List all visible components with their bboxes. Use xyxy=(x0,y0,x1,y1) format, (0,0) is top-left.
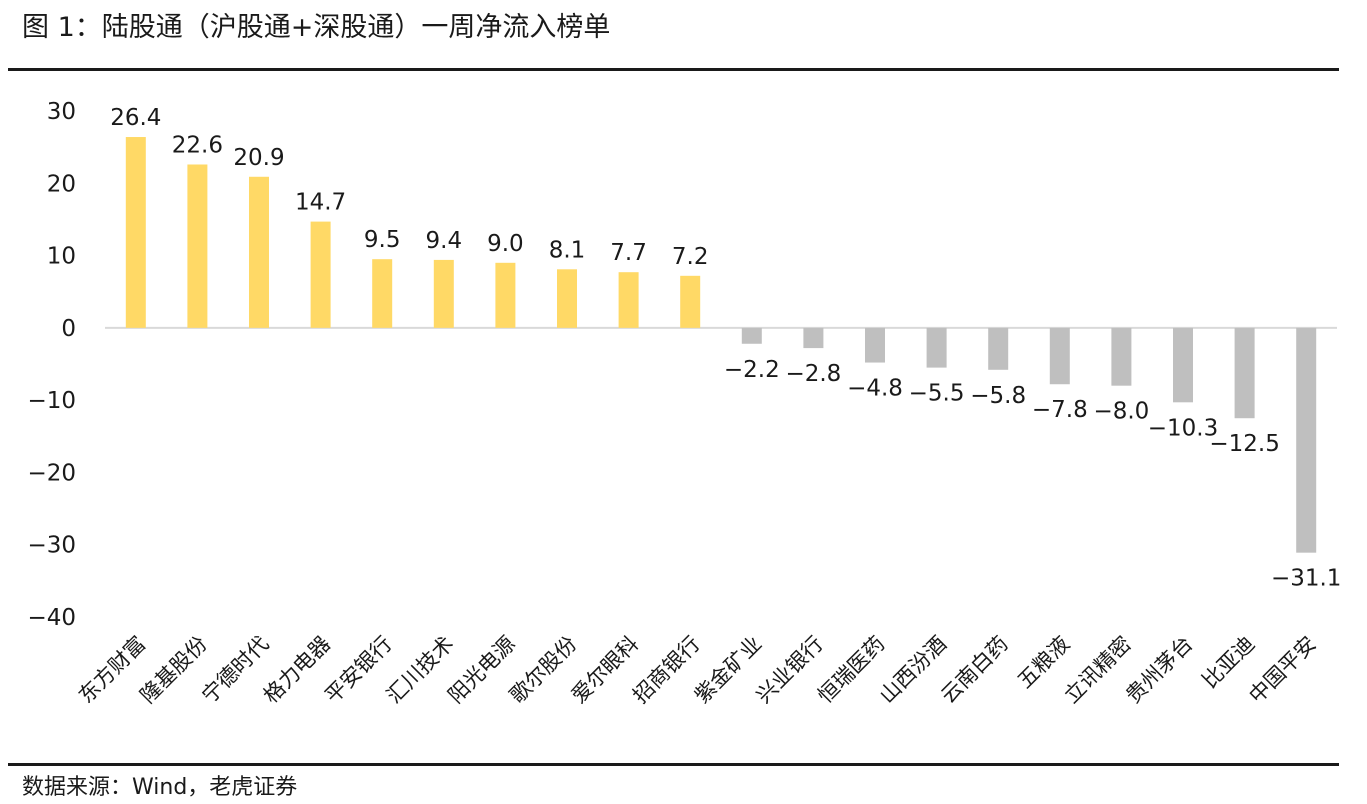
x-tick-label: 贵州茅台 xyxy=(1121,632,1197,708)
data-label: −8.0 xyxy=(1093,399,1149,425)
data-label: −10.3 xyxy=(1148,415,1218,441)
bar xyxy=(1173,327,1193,403)
data-label: −5.5 xyxy=(909,381,965,407)
y-tick-label: 30 xyxy=(47,99,76,125)
y-tick-label: −30 xyxy=(27,533,76,559)
data-label: −31.1 xyxy=(1271,566,1341,592)
bar xyxy=(557,269,577,328)
x-tick-label: 阳光电源 xyxy=(444,632,520,708)
data-label: −2.8 xyxy=(785,361,841,387)
bar-chart: 30 20 10 0 −10 −20 −30 −40 26.4 东方财富 22.6 隆基股份 20.9 宁… xyxy=(27,99,1341,708)
x-tick-label: 山西汾酒 xyxy=(875,632,951,708)
data-label: −5.8 xyxy=(970,383,1026,409)
y-tick-label: 0 xyxy=(61,316,76,342)
data-label: −2.2 xyxy=(724,357,780,383)
x-tick-label: 五粮液 xyxy=(1013,632,1075,694)
x-tick-label: 隆基股份 xyxy=(136,632,212,708)
bar xyxy=(865,327,885,363)
bar xyxy=(495,262,516,328)
bar xyxy=(1111,327,1132,386)
data-label: 22.6 xyxy=(172,132,223,158)
bar xyxy=(988,327,1009,370)
source-note: 数据来源：Wind，老虎证券 xyxy=(22,775,298,800)
x-tick-label: 比亚迪 xyxy=(1198,632,1260,694)
bar xyxy=(618,272,639,328)
data-label: 7.2 xyxy=(672,244,709,270)
bar xyxy=(1296,327,1317,553)
y-tick-label: 10 xyxy=(47,244,76,270)
x-tick-label: 云南白药 xyxy=(936,632,1012,708)
x-tick-label: 立讯精密 xyxy=(1060,632,1136,708)
x-tick-label: 宁德时代 xyxy=(197,632,273,708)
bar xyxy=(433,259,454,328)
bar xyxy=(803,327,824,349)
chart-title: 图 1：陆股通（沪股通+深股通）一周净流入榜单 xyxy=(22,12,611,43)
data-label: 9.0 xyxy=(487,231,524,257)
x-tick-label: 爱尔眼科 xyxy=(567,632,643,708)
bar xyxy=(310,221,331,328)
bar xyxy=(125,137,146,328)
bar xyxy=(1049,327,1070,385)
x-tick-label: 兴业银行 xyxy=(752,632,828,708)
x-tick-label: 中国平安 xyxy=(1244,632,1320,708)
data-label: 7.7 xyxy=(610,240,647,266)
bar xyxy=(741,327,762,344)
bar xyxy=(680,275,701,328)
x-tick-label: 格力电器 xyxy=(259,632,335,708)
x-tick-label: 恒瑞医药 xyxy=(813,632,889,708)
x-tick-label: 歌尔股份 xyxy=(505,632,581,708)
data-label: −12.5 xyxy=(1209,431,1279,457)
bar xyxy=(187,164,208,328)
bar xyxy=(926,327,947,368)
top-divider xyxy=(8,68,1339,71)
y-tick-label: −10 xyxy=(27,388,76,414)
y-tick-label: −20 xyxy=(27,460,76,486)
data-label: 8.1 xyxy=(549,237,586,263)
data-label: −4.8 xyxy=(847,376,903,402)
y-tick-label: −40 xyxy=(27,605,76,631)
data-label: 9.4 xyxy=(426,228,463,254)
data-label: −7.8 xyxy=(1032,397,1088,423)
data-label: 9.5 xyxy=(364,227,401,253)
y-tick-label: 20 xyxy=(47,171,76,197)
bar xyxy=(249,176,269,328)
x-tick-label: 平安银行 xyxy=(320,632,396,708)
bar xyxy=(372,259,393,328)
bar xyxy=(1234,327,1255,419)
x-tick-label: 紫金矿业 xyxy=(690,632,766,708)
x-tick-label: 汇川技术 xyxy=(382,632,458,708)
data-label: 26.4 xyxy=(110,105,161,131)
x-tick-label: 招商银行 xyxy=(628,632,704,708)
x-tick-label: 东方财富 xyxy=(74,632,150,708)
bottom-divider xyxy=(8,763,1339,766)
data-label: 20.9 xyxy=(233,145,284,171)
data-label: 14.7 xyxy=(295,190,346,216)
